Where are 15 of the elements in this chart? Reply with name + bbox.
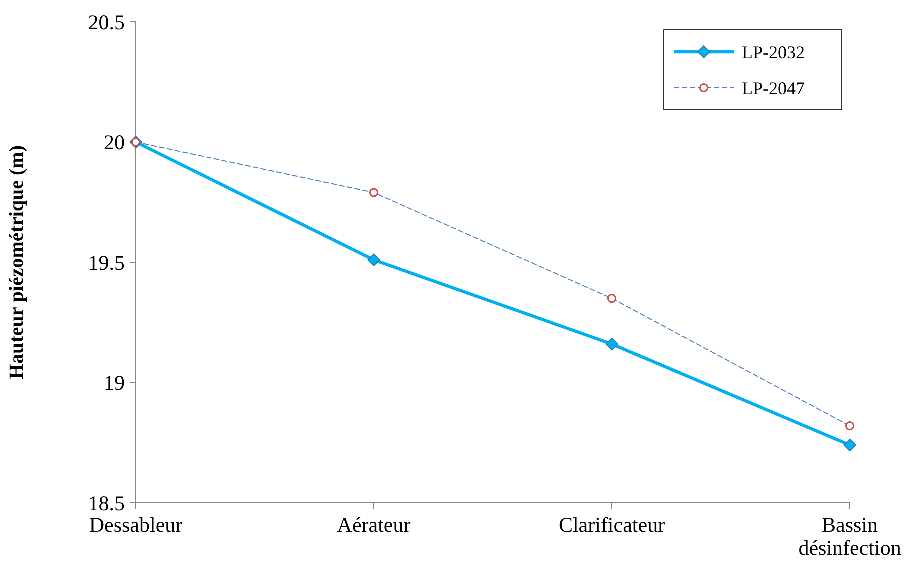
y-tick-label: 20.5 — [88, 10, 125, 34]
y-axis-title: Hauteur piézométrique (m) — [6, 145, 28, 380]
point — [368, 254, 380, 266]
point — [606, 338, 618, 351]
x-tick-label: Aérateur — [337, 513, 411, 537]
x-tick-label: Bassin désinfection — [798, 513, 902, 560]
x-tick-label: Dessableur — [89, 513, 183, 537]
y-tick-label: 20 — [104, 130, 125, 155]
y-tick-label: 19 — [104, 371, 125, 396]
y-tick-label: 18.5 — [88, 491, 125, 516]
y-tick-label: 19.5 — [88, 250, 125, 275]
point — [844, 438, 856, 452]
legend-label: LP-2047 — [742, 78, 805, 98]
x-tick-label: Clarificateur — [558, 513, 666, 537]
legend-label: LP-2032 — [742, 42, 805, 62]
